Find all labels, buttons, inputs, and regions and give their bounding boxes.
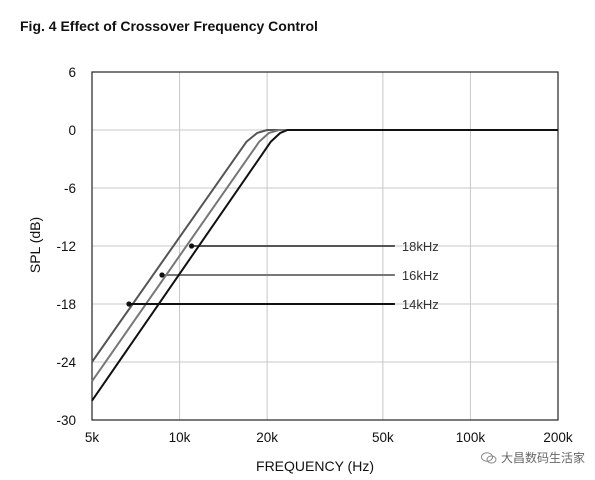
x-tick-label: 100k bbox=[456, 430, 486, 445]
y-tick-labels: 6 0 -6 -12 -18 -24 -30 bbox=[56, 65, 76, 428]
x-tick-label: 200k bbox=[543, 430, 573, 445]
series-line bbox=[91, 129, 558, 382]
y-tick-label: -30 bbox=[56, 413, 76, 428]
series-label: 16kHz bbox=[402, 268, 439, 283]
figure-title: Fig. 4 Effect of Crossover Frequency Con… bbox=[20, 18, 318, 34]
x-tick-label: 10k bbox=[169, 430, 191, 445]
watermark-text: 大昌数码生活家 bbox=[500, 451, 585, 465]
watermark: 大昌数码生活家 bbox=[480, 449, 585, 466]
x-tick-label: 5k bbox=[85, 430, 100, 445]
x-tick-labels: 5k 10k 20k 50k 100k 200k bbox=[85, 430, 573, 445]
series-marker bbox=[126, 301, 132, 307]
x-tick-label: 50k bbox=[372, 430, 394, 445]
series-label: 14kHz bbox=[402, 297, 439, 312]
wechat-icon bbox=[480, 451, 497, 463]
x-tick-label: 20k bbox=[256, 430, 278, 445]
y-tick-label: -18 bbox=[56, 297, 76, 312]
plot-border bbox=[91, 71, 559, 421]
series-line bbox=[91, 129, 558, 402]
y-tick-label: 0 bbox=[68, 123, 76, 138]
series-marker bbox=[159, 272, 165, 278]
series-lines: 18kHz 16kHz 14kHz bbox=[91, 129, 558, 402]
series-label: 18kHz bbox=[402, 239, 439, 254]
y-tick-label: -6 bbox=[64, 181, 76, 196]
y-tick-label: -24 bbox=[56, 355, 76, 370]
series-marker bbox=[189, 243, 195, 249]
y-axis-label: SPL (dB) bbox=[27, 217, 43, 273]
y-tick-label: -12 bbox=[56, 239, 76, 254]
plot-frame bbox=[91, 71, 559, 421]
x-axis-label: FREQUENCY (Hz) bbox=[256, 458, 374, 474]
y-tick-label: 6 bbox=[68, 65, 76, 80]
